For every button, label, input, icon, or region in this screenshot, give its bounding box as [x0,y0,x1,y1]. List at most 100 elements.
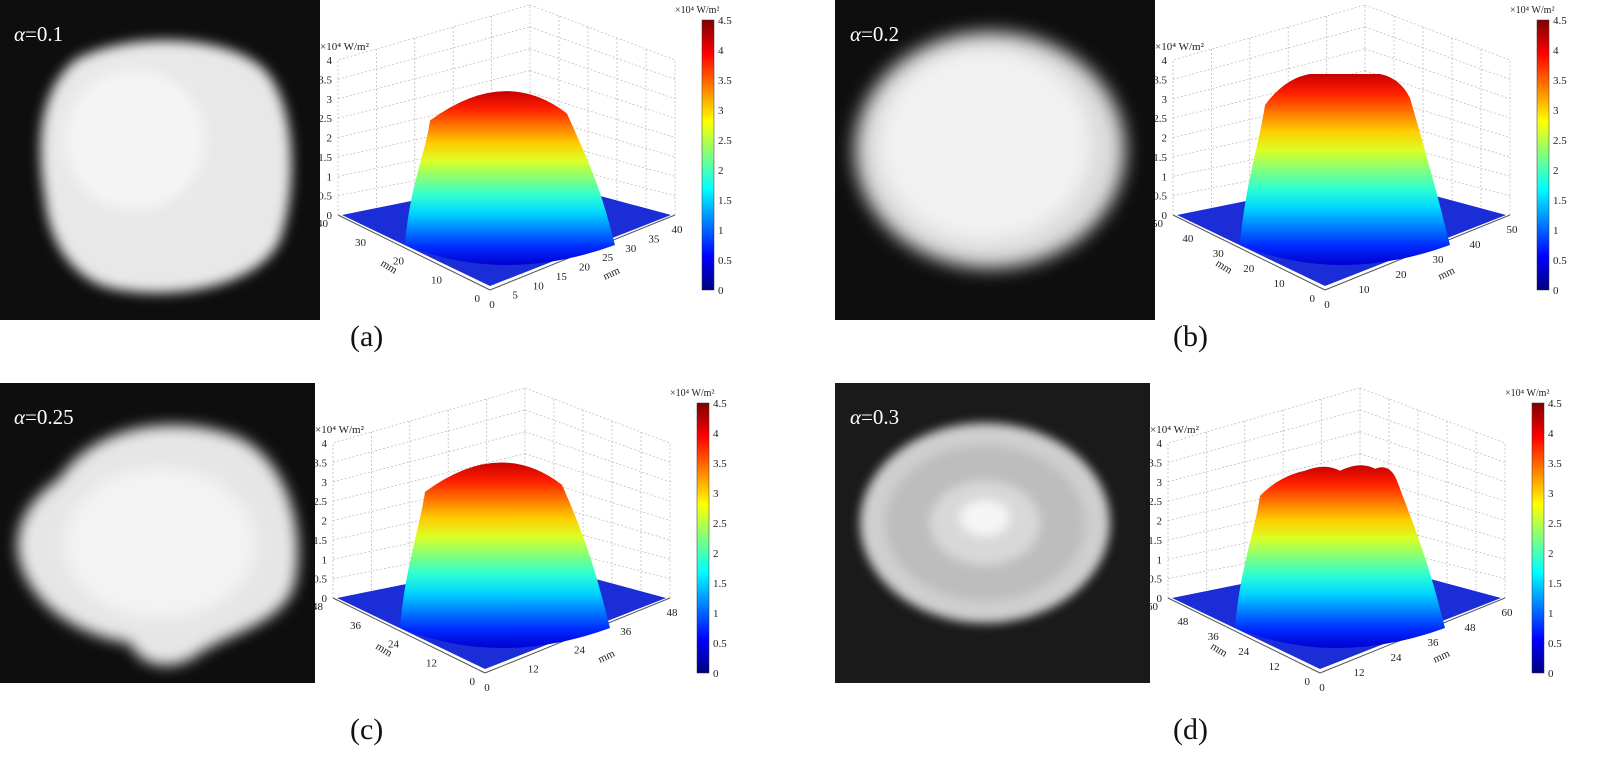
colorbar-tick-label: 1 [713,608,719,620]
z-tick-label: 2 [1162,133,1168,145]
panel-caption: (b) [1173,320,1208,353]
intensity-surface [400,462,610,648]
colorbar-tick-label: 1 [718,225,724,237]
z-tick-label: 2 [327,133,333,145]
colorbar-unit-label: ×10⁴ W/m² [675,5,719,16]
z-tick-label: 1.5 [315,535,328,547]
z-tick-label: 1 [327,171,333,183]
colorbar-tick-label: 3.5 [1548,458,1562,470]
z-unit-label: ×10⁴ W/m² [1150,424,1200,436]
intensity-surface [405,91,615,265]
surface-plot: ×10⁴ W/m²00.511.522.533.54010203040mm051… [320,4,732,311]
colorbar-tick-label: 2 [1548,548,1554,560]
y-tick-label: 30 [1213,248,1225,260]
x-axis-label: mm [601,264,622,282]
colorbar-tick-label: 2.5 [1553,135,1567,147]
beam-spot-image [855,32,1125,268]
x-tick-label: 0 [1319,682,1325,694]
colorbar-tick-label: 3 [713,488,719,500]
x-tick-label: 30 [625,243,637,255]
y-tick-label: 12 [1269,661,1280,673]
z-tick-label: 3.5 [315,457,328,469]
x-tick-label: 24 [574,645,586,657]
z-tick-label: 0.5 [315,574,328,586]
z-tick-label: 3.5 [1150,457,1163,469]
panel-b: α=0.2 ×10⁴ W/m² 0 0.5 1 1.5 2 2.5 3 3.5 4 0 10 20 30 4… [800,0,1600,383]
x-tick-label: 36 [1428,637,1440,649]
alpha-label: α=0.1 [14,22,64,46]
alpha-label: α=0.2 [850,22,900,46]
panel-c: α=0.25 ×10⁴ W/m² 0 0.5 1 1.5 2 2.5 3 3.5 4 0 12 24 36… [0,383,800,766]
x-tick-label: 12 [1354,667,1365,679]
x-tick-label: 36 [620,626,632,638]
y-tick-label: 24 [388,639,400,651]
colorbar-tick-label: 0.5 [713,638,727,650]
x-tick-label: 0 [489,299,495,311]
y-tick-label: 12 [426,657,437,669]
colorbar-tick-label: 2 [713,548,719,560]
colorbar-tick-label: 4 [718,45,724,57]
x-tick-label: 40 [1470,239,1482,251]
colorbar-tick-label: 2.5 [713,518,727,530]
x-tick-label: 25 [602,252,614,264]
z-tick-label: 3 [1162,94,1168,106]
x-tick-label: 35 [648,233,660,245]
intensity-surface [1235,465,1445,648]
colorbar-tick-label: 4.5 [1548,398,1562,410]
z-tick-label: 1 [322,554,328,566]
x-tick-label: 24 [1391,652,1403,664]
panel-caption: (a) [350,320,384,353]
z-tick-label: 1 [1162,171,1168,183]
z-tick-label: 2.5 [1155,113,1168,125]
x-tick-label: 12 [528,663,539,675]
colorbar-tick-label: 2 [718,165,724,177]
y-tick-label: 36 [1208,631,1220,643]
y-tick-label: 0 [470,676,476,688]
z-tick-label: 3 [322,477,328,489]
colorbar-tick-label: 1 [1553,225,1559,237]
y-tick-label: 0 [1310,293,1316,305]
z-tick-label: 2.5 [315,496,328,508]
x-tick-label: 5 [512,290,518,302]
z-tick-label: 2.5 [1150,496,1163,508]
colorbar-tick-label: 4.5 [1553,15,1567,27]
beam-photo [0,383,315,683]
beam-photo [835,0,1155,320]
z-tick-label: 1.5 [320,152,333,164]
y-tick-label: 48 [315,601,324,613]
colorbar-unit-label: ×10⁴ W/m² [1510,5,1554,16]
z-tick-label: 1 [1157,554,1163,566]
alpha-label: α=0.25 [14,405,74,429]
panel-caption: (d) [1173,713,1208,746]
colorbar-tick-label: 1.5 [1553,195,1567,207]
y-tick-label: 20 [393,256,405,268]
beam-spot-image [860,423,1110,623]
panel-caption: (c) [350,713,384,746]
x-tick-label: 20 [1396,269,1408,281]
colorbar-unit-label: ×10⁴ W/m² [1505,388,1549,399]
z-tick-label: 3.5 [1155,74,1168,86]
colorbar-tick-label: 0 [1553,285,1559,297]
colorbar-tick-label: 0 [713,668,719,680]
y-tick-label: 50 [1155,218,1164,230]
z-tick-label: 4 [322,438,328,450]
colorbar-tick-label: 1.5 [713,578,727,590]
y-axis-label: mm [1208,640,1229,659]
colorbar-tick-label: 4 [1548,428,1554,440]
panel-a: α=0.1 ×10⁴ W/m²00.511.522.533.5401020304… [0,0,800,383]
y-tick-label: 40 [1182,233,1194,245]
z-tick-label: 0 [322,593,328,605]
intensity-surface [1240,74,1450,265]
y-tick-label: 10 [431,274,443,286]
colorbar-tick-label: 1.5 [718,195,732,207]
z-tick-label: 1.5 [1155,152,1168,164]
colorbar-tick-label: 3 [718,105,724,117]
colorbar-tick-label: 0 [1548,668,1554,680]
surface-plot: ×10⁴ W/m²00.511.522.533.5401224364860mm0… [1150,387,1562,694]
x-tick-label: 15 [556,271,568,283]
colorbar-tick-label: 2 [1553,165,1559,177]
y-tick-label: 48 [1177,616,1189,628]
z-tick-label: 3 [1157,477,1163,489]
z-tick-label: 0 [327,210,333,222]
colorbar-tick-label: 4.5 [718,15,732,27]
